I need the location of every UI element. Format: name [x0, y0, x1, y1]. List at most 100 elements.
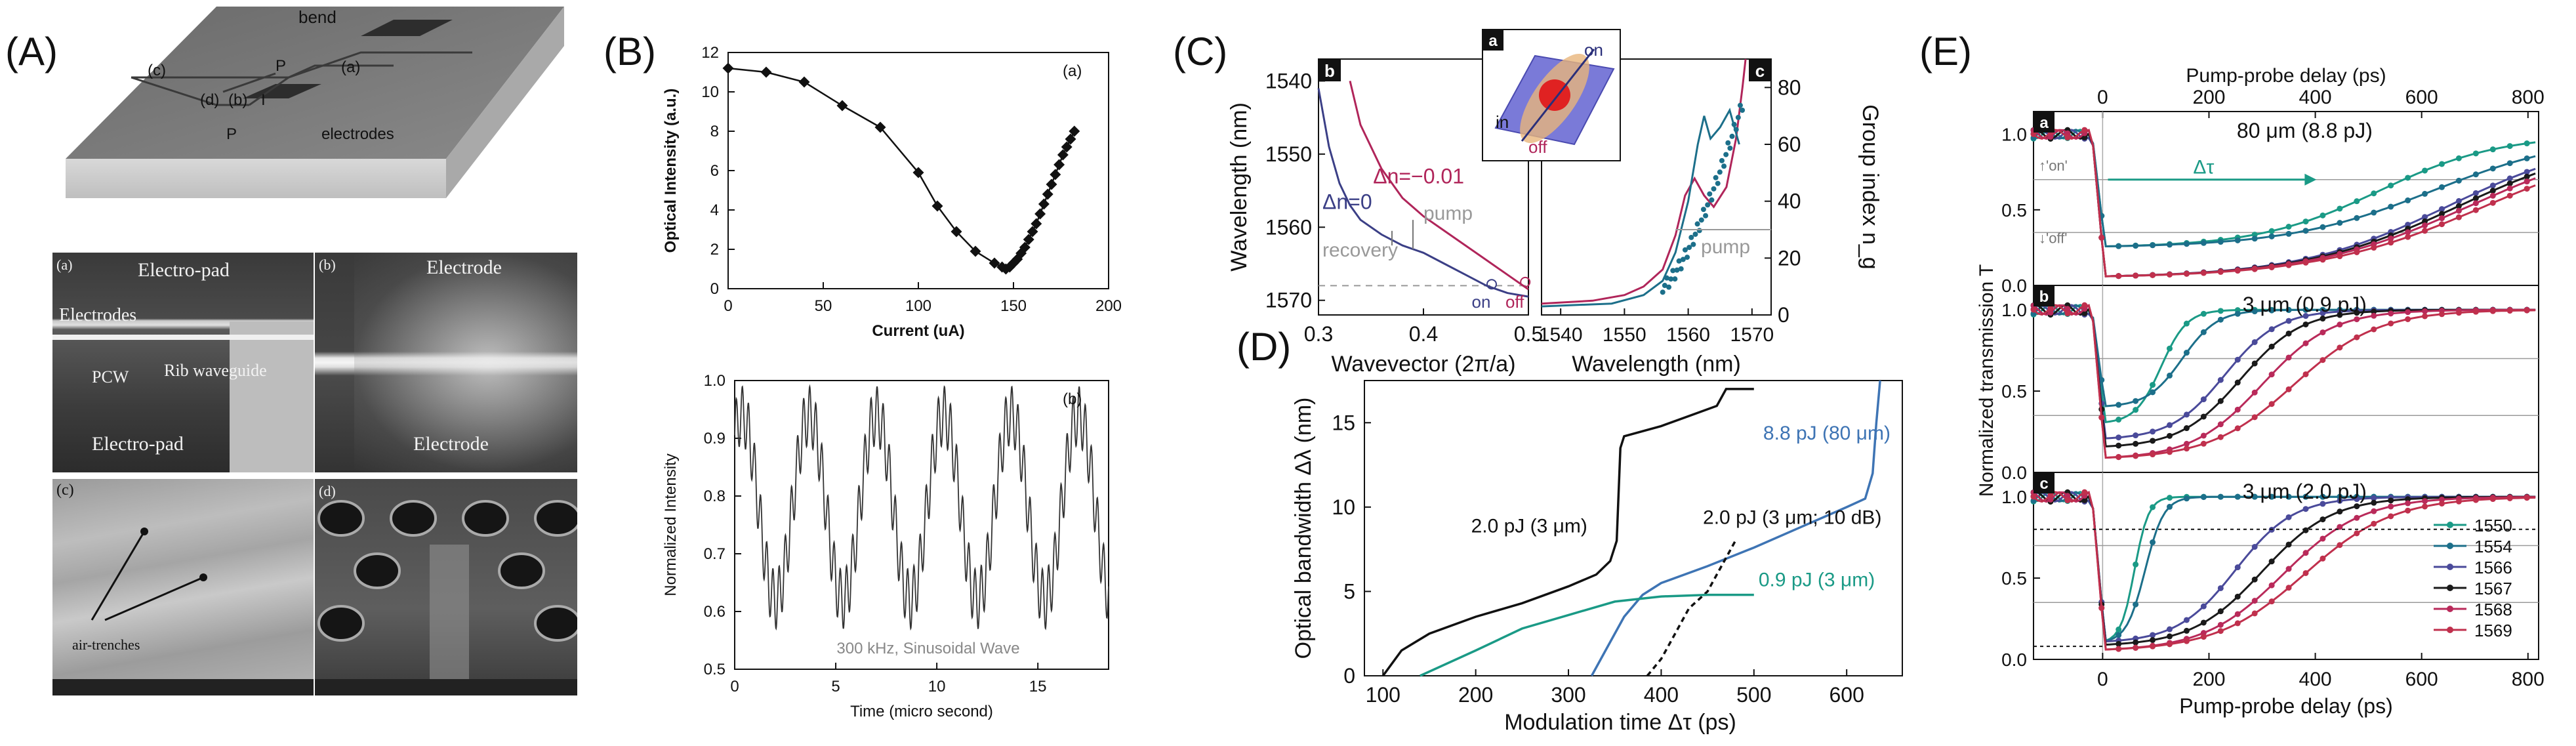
e-trace-point [2337, 312, 2343, 318]
e-bottom-xtick-label: 600 [2405, 669, 2438, 690]
e-trace-point [2405, 309, 2411, 316]
e-trace-2-3 [2033, 491, 2536, 646]
e-trace-point [2116, 442, 2122, 449]
b-top-ytick-label: 6 [710, 162, 719, 180]
e-trace-point [2183, 425, 2190, 432]
e-trace-point [2217, 377, 2224, 383]
e-trace-point [2337, 508, 2343, 515]
e-legend-label: 1567 [2474, 579, 2512, 598]
c-right-point [1674, 267, 1680, 273]
panel-letter-d: (D) [1237, 325, 1292, 369]
e-ytick-label-2: 0.0 [2001, 650, 2027, 670]
e-trace-point [2183, 495, 2190, 502]
e-trace-point [2251, 598, 2258, 604]
e-trace-point [2302, 506, 2309, 512]
e-trace-point [2047, 304, 2054, 311]
e-trace-point [2064, 493, 2071, 499]
e-trace-point [2337, 497, 2343, 504]
e-trace-point [2166, 641, 2173, 648]
e-trace-point [2302, 321, 2309, 327]
e-trace-point [2217, 608, 2224, 615]
e-trace-point [2422, 498, 2428, 505]
e-frame-2 [2033, 472, 2539, 660]
c-inset-tag: a [1488, 32, 1498, 50]
e-trace-point [2030, 493, 2037, 500]
e-trace-point [2455, 203, 2462, 209]
e-trace-point [2302, 218, 2309, 225]
c-inset-pump-spot [1539, 79, 1570, 111]
e-trace-point [2455, 310, 2462, 316]
c-right-ytick-label: 80 [1778, 75, 1801, 99]
e-legend-marker [2447, 627, 2453, 633]
e-trace-point [2183, 638, 2190, 644]
e-trace-point [2285, 307, 2292, 314]
b-bot-ytick-label: 0.8 [704, 487, 726, 505]
b-top-point [1046, 178, 1057, 190]
e-trace-point [2506, 180, 2513, 187]
e-trace-point [2302, 228, 2309, 234]
e-trace-point [2506, 185, 2513, 192]
e-legend-marker [2447, 522, 2453, 528]
c-right-point [1719, 157, 1725, 163]
c-right-ytick-label: 0 [1778, 303, 1789, 327]
c-right-point [1727, 145, 1733, 151]
e-trace-point [2064, 135, 2071, 141]
e-trace-point [2150, 382, 2156, 388]
b-top-ylabel: Optical Intensity (a.u.) [662, 89, 680, 253]
e-trace-point [2320, 329, 2326, 336]
d-ytick-label: 0 [1343, 664, 1355, 688]
e-trace-point [2506, 495, 2513, 501]
e-trace-point [2200, 270, 2207, 276]
e-trace-point [2337, 220, 2343, 226]
c-inset-label-on: on [1584, 40, 1603, 60]
c-right-point [1664, 275, 1669, 281]
c-right-ytick-label: 60 [1778, 133, 1801, 156]
e-trace-point [2166, 422, 2173, 428]
e-trace-point [2268, 598, 2275, 605]
e-trace-point [2200, 329, 2207, 335]
sem-image-c: (c) air-trenches [52, 479, 314, 695]
panel-letter-e: (E) [1919, 30, 1972, 73]
c-left-ann-off: off [1505, 292, 1524, 312]
e-tag-1: b [2039, 288, 2049, 306]
e-trace-point [2217, 493, 2224, 500]
b-bot-xtick-label: 10 [928, 678, 946, 695]
e-trace-point [2150, 632, 2156, 638]
sem-a-label-rib-waveguide: Rib waveguide [164, 361, 267, 380]
e-trace-point [2302, 259, 2309, 266]
e-trace-point [2388, 503, 2394, 510]
c-right-point [1733, 127, 1739, 133]
e-trace-point [2524, 307, 2530, 314]
e-ytick-label-1: 0.5 [2001, 381, 2027, 402]
e-trace-point [2268, 326, 2275, 333]
d-frame [1364, 380, 1903, 676]
e-subtitle-0: 80 μm (8.8 pJ) [2237, 119, 2373, 142]
e-trace-point [2116, 273, 2122, 280]
e-trace-point [2422, 167, 2428, 174]
b-top-xlabel: Current (uA) [872, 322, 964, 340]
e-trace-point [2217, 316, 2224, 323]
e-trace-point [2506, 192, 2513, 199]
c-right-point [1735, 115, 1741, 121]
c-right-point [1698, 217, 1704, 223]
e-trace-point [2064, 306, 2071, 312]
e-legend-marker [2447, 564, 2453, 570]
e-trace-point [2285, 585, 2292, 591]
e-trace-point [2285, 541, 2292, 548]
e-top-xlabel: Pump-probe delay (ps) [2186, 65, 2386, 87]
b-top-point [760, 66, 772, 78]
e-trace-point [2217, 628, 2224, 634]
b-top-point [1031, 218, 1042, 230]
e-trace-point [2150, 637, 2156, 644]
e-trace-point [2388, 320, 2394, 327]
label-c: (c) [148, 62, 166, 79]
sem-a-waveguide-line [52, 335, 314, 340]
e-trace-point [2438, 215, 2445, 222]
e-trace-point [2506, 308, 2513, 314]
c-right-point [1713, 175, 1719, 180]
e-trace-point [2234, 564, 2241, 571]
e-trace-1-2 [2033, 304, 2536, 440]
c-right-xtick-label: 1560 [1666, 324, 1710, 346]
e-trace-point [2438, 221, 2445, 228]
e-trace-point [2388, 497, 2394, 504]
